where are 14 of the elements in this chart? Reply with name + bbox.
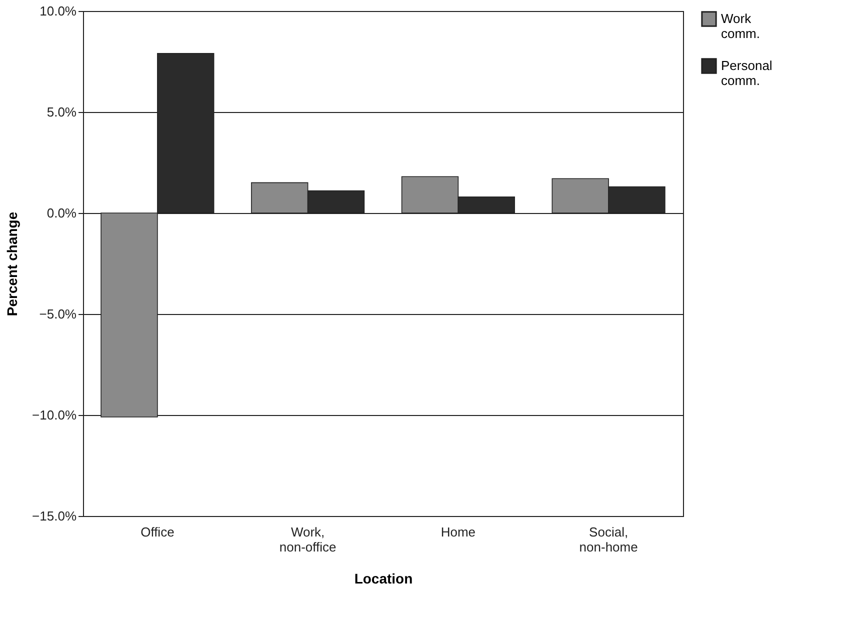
x-tick-label: Home xyxy=(440,524,476,540)
x-axis-title: Location xyxy=(354,570,413,586)
y-axis-title: Percent change xyxy=(4,212,20,316)
legend-label: Personal comm. xyxy=(721,58,772,88)
y-tick-label: −5.0% xyxy=(39,306,77,322)
y-tick-label: 0.0% xyxy=(46,206,77,220)
legend-label: Work comm. xyxy=(721,11,760,41)
y-tick-label: −15.0% xyxy=(32,508,77,524)
x-tick-label: Social, non-home xyxy=(579,524,638,554)
y-tick-label: −10.0% xyxy=(32,408,77,422)
y-tick-label: 10.0% xyxy=(40,4,77,18)
x-tick-label: Office xyxy=(140,524,174,540)
y-tick-label: 5.0% xyxy=(46,104,77,120)
x-tick-label: Work, non-office xyxy=(279,524,336,554)
